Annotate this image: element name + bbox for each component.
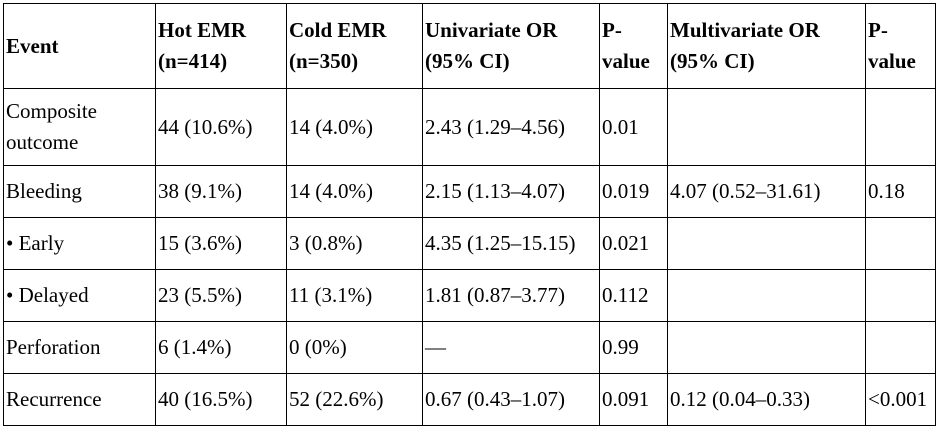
cell-multivariate-or	[667, 217, 866, 270]
cell-event: Recurrence	[3, 373, 156, 426]
cell-univariate-or: 1.81 (0.87–3.77)	[422, 269, 600, 322]
table-row: Recurrence 40 (16.5%) 52 (22.6%) 0.67 (0…	[3, 373, 936, 426]
table-row: Perforation 6 (1.4%) 0 (0%) — 0.99	[3, 321, 936, 374]
cell-p-value: 0.01	[599, 88, 668, 166]
cell-hot-emr: 6 (1.4%)	[155, 321, 287, 374]
cell-event: Composite outcome	[3, 88, 156, 166]
header-hot-emr: Hot EMR (n=414)	[155, 3, 287, 89]
cell-p-value: 0.112	[599, 269, 668, 322]
header-row: Event Hot EMR (n=414) Cold EMR (n=350) U…	[3, 3, 936, 89]
cell-p-value: 0.091	[599, 373, 668, 426]
cell-p-value: 0.99	[599, 321, 668, 374]
cell-multivariate-or	[667, 269, 866, 322]
cell-event: • Early	[3, 217, 156, 270]
header-event: Event	[3, 3, 156, 89]
cell-p-value-multivariate	[865, 269, 936, 322]
header-p-value: P-value	[599, 3, 668, 89]
cell-multivariate-or: 0.12 (0.04–0.33)	[667, 373, 866, 426]
cell-event: Perforation	[3, 321, 156, 374]
cell-event: • Delayed	[3, 269, 156, 322]
table-row: • Delayed 23 (5.5%) 11 (3.1%) 1.81 (0.87…	[3, 269, 936, 322]
header-p-value-multivariate: P-value	[865, 3, 936, 89]
cell-cold-emr: 3 (0.8%)	[286, 217, 423, 270]
header-cold-emr: Cold EMR (n=350)	[286, 3, 423, 89]
cell-cold-emr: 0 (0%)	[286, 321, 423, 374]
cell-hot-emr: 40 (16.5%)	[155, 373, 287, 426]
cell-univariate-or: 4.35 (1.25–15.15)	[422, 217, 600, 270]
cell-cold-emr: 14 (4.0%)	[286, 165, 423, 218]
cell-multivariate-or	[667, 321, 866, 374]
cell-univariate-or: 0.67 (0.43–1.07)	[422, 373, 600, 426]
results-table: Event Hot EMR (n=414) Cold EMR (n=350) U…	[3, 3, 936, 426]
cell-univariate-or: 2.15 (1.13–4.07)	[422, 165, 600, 218]
table-row: Bleeding 38 (9.1%) 14 (4.0%) 2.15 (1.13–…	[3, 165, 936, 218]
cell-univariate-or: 2.43 (1.29–4.56)	[422, 88, 600, 166]
header-univariate-or: Univariate OR (95% CI)	[422, 3, 600, 89]
cell-hot-emr: 23 (5.5%)	[155, 269, 287, 322]
cell-cold-emr: 11 (3.1%)	[286, 269, 423, 322]
cell-p-value-multivariate	[865, 321, 936, 374]
cell-hot-emr: 15 (3.6%)	[155, 217, 287, 270]
cell-hot-emr: 38 (9.1%)	[155, 165, 287, 218]
cell-cold-emr: 14 (4.0%)	[286, 88, 423, 166]
cell-p-value: 0.021	[599, 217, 668, 270]
cell-cold-emr: 52 (22.6%)	[286, 373, 423, 426]
cell-p-value-multivariate: 0.18	[865, 165, 936, 218]
cell-multivariate-or	[667, 88, 866, 166]
cell-event: Bleeding	[3, 165, 156, 218]
table-row: Composite outcome 44 (10.6%) 14 (4.0%) 2…	[3, 88, 936, 166]
cell-hot-emr: 44 (10.6%)	[155, 88, 287, 166]
header-multivariate-or: Multivariate OR (95% CI)	[667, 3, 866, 89]
cell-multivariate-or: 4.07 (0.52–31.61)	[667, 165, 866, 218]
cell-p-value: 0.019	[599, 165, 668, 218]
cell-p-value-multivariate: <0.001	[865, 373, 936, 426]
cell-p-value-multivariate	[865, 217, 936, 270]
cell-univariate-or: —	[422, 321, 600, 374]
table-row: • Early 15 (3.6%) 3 (0.8%) 4.35 (1.25–15…	[3, 217, 936, 270]
cell-p-value-multivariate	[865, 88, 936, 166]
